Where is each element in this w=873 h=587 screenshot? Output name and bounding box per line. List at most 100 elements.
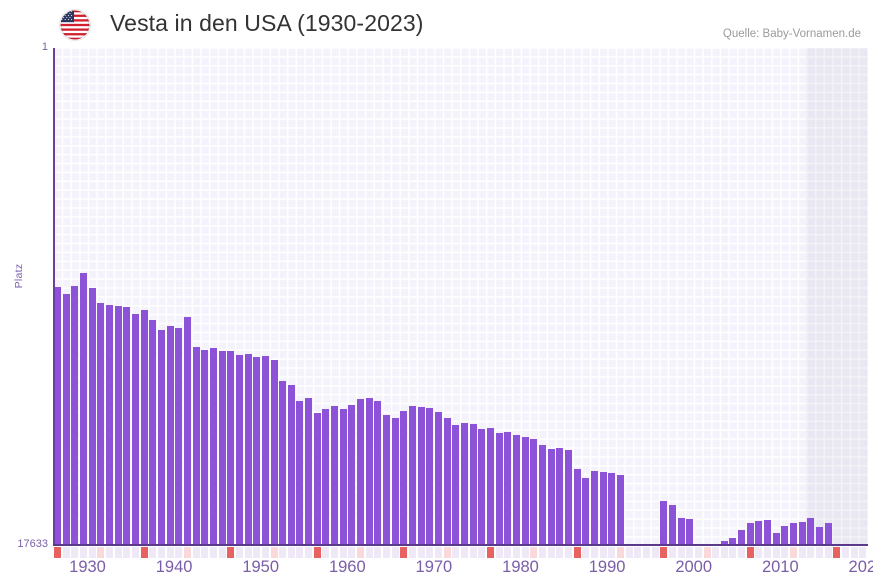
bar-1932[interactable] (71, 286, 79, 545)
bar-1930[interactable] (54, 287, 61, 545)
x-axis-tick (530, 547, 538, 558)
bar-1948[interactable] (209, 348, 217, 545)
bar-1995[interactable] (616, 475, 624, 545)
bar-2019[interactable] (824, 523, 832, 545)
bar-1989[interactable] (564, 450, 572, 545)
bar-1965[interactable] (357, 399, 365, 545)
bar-1976[interactable] (452, 425, 460, 545)
bar-1937[interactable] (114, 306, 122, 545)
bar-1969[interactable] (391, 418, 399, 545)
bar-1988[interactable] (556, 448, 564, 545)
x-axis-label-2020: 2020 (848, 558, 873, 576)
bar-1960[interactable] (313, 413, 321, 545)
bar-2017[interactable] (807, 518, 815, 545)
bar-2001[interactable] (668, 505, 676, 545)
bar-1963[interactable] (339, 409, 347, 545)
bar-1947[interactable] (201, 350, 209, 545)
bar-1970[interactable] (400, 411, 408, 545)
bar-2007[interactable] (720, 541, 728, 545)
bar-1962[interactable] (331, 406, 339, 545)
bar-2015[interactable] (790, 523, 798, 545)
bar-1940[interactable] (140, 310, 148, 545)
bar-2013[interactable] (772, 533, 780, 545)
bar-1993[interactable] (599, 472, 607, 545)
bar-1980[interactable] (487, 428, 494, 545)
bar-1994[interactable] (608, 473, 616, 545)
bar-1990[interactable] (573, 469, 581, 545)
x-axis-tick (149, 547, 157, 558)
x-axis-tick (123, 547, 131, 558)
bar-2002[interactable] (677, 518, 685, 545)
bar-2009[interactable] (738, 530, 746, 545)
bar-1985[interactable] (530, 439, 538, 545)
bar-1952[interactable] (244, 354, 252, 545)
bar-1981[interactable] (495, 433, 503, 545)
bar-1977[interactable] (461, 423, 469, 545)
bar-1992[interactable] (590, 471, 598, 545)
bar-2008[interactable] (729, 538, 737, 545)
bar-1931[interactable] (62, 294, 70, 545)
bar-1975[interactable] (443, 418, 451, 545)
bar-2016[interactable] (798, 522, 806, 545)
bar-1978[interactable] (469, 424, 477, 545)
x-axis-tick (348, 547, 356, 558)
bar-1951[interactable] (235, 355, 243, 545)
bar-1944[interactable] (175, 328, 183, 545)
bar-1987[interactable] (547, 449, 555, 545)
bar-1942[interactable] (157, 330, 165, 545)
bar-1979[interactable] (478, 429, 486, 545)
x-axis-tick (833, 547, 841, 558)
bar-1939[interactable] (131, 314, 139, 545)
bar-1943[interactable] (166, 326, 174, 545)
x-axis-tick (755, 547, 763, 558)
bar-1984[interactable] (521, 437, 529, 545)
bar-1966[interactable] (365, 398, 373, 545)
bar-1972[interactable] (417, 407, 425, 545)
bar-2011[interactable] (755, 521, 763, 545)
bar-1973[interactable] (426, 408, 434, 545)
bar-2000[interactable] (660, 501, 668, 545)
bar-1957[interactable] (287, 385, 295, 545)
bar-1958[interactable] (296, 401, 304, 545)
bar-1941[interactable] (149, 320, 157, 545)
bar-1955[interactable] (270, 360, 278, 545)
bar-1986[interactable] (538, 445, 546, 545)
x-axis-tick (339, 547, 347, 558)
x-axis-tick (712, 547, 720, 558)
bar-1967[interactable] (374, 401, 382, 545)
x-axis-tick (443, 547, 451, 558)
x-axis-tick (824, 547, 832, 558)
bar-1959[interactable] (305, 398, 313, 545)
x-axis-tick (54, 547, 61, 558)
bar-1936[interactable] (105, 305, 113, 545)
bar-1971[interactable] (409, 406, 417, 545)
bar-1949[interactable] (218, 351, 226, 545)
bar-1933[interactable] (79, 273, 87, 545)
bar-1935[interactable] (97, 303, 105, 545)
bar-1968[interactable] (383, 415, 391, 545)
x-axis-tick (400, 547, 408, 558)
bar-1956[interactable] (279, 381, 287, 545)
bar-1964[interactable] (348, 405, 356, 545)
bar-1938[interactable] (123, 307, 131, 545)
bar-1991[interactable] (582, 478, 590, 545)
bar-1953[interactable] (253, 357, 261, 545)
bar-1946[interactable] (192, 347, 200, 545)
bar-1954[interactable] (261, 356, 269, 545)
bar-1961[interactable] (322, 409, 330, 545)
bar-2010[interactable] (746, 523, 754, 545)
bar-2018[interactable] (816, 527, 824, 545)
bar-2003[interactable] (686, 519, 694, 545)
bar-2012[interactable] (764, 520, 772, 545)
bar-2014[interactable] (781, 526, 789, 545)
x-axis-tick (183, 547, 191, 558)
bar-1934[interactable] (88, 288, 96, 545)
bar-1950[interactable] (227, 351, 235, 545)
x-axis-tick (512, 547, 520, 558)
bar-1982[interactable] (504, 432, 512, 545)
x-axis-tick (365, 547, 373, 558)
bar-1983[interactable] (512, 435, 520, 545)
bar-1945[interactable] (183, 317, 191, 545)
x-axis-tick (478, 547, 486, 558)
bar-1974[interactable] (435, 412, 443, 545)
